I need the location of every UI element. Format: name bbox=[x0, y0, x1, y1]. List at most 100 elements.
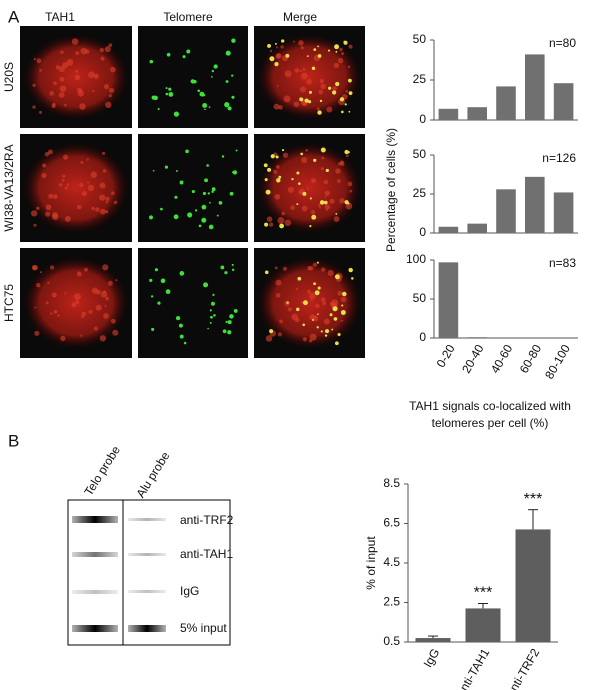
telomere-dot bbox=[297, 276, 302, 281]
red-speckle bbox=[340, 161, 345, 167]
bar bbox=[467, 337, 487, 338]
red-speckle bbox=[291, 313, 298, 321]
telomere-dot bbox=[231, 263, 234, 266]
red-speckle bbox=[51, 292, 57, 298]
lane-label: anti-TAH1 bbox=[180, 547, 233, 561]
panel-label: B bbox=[8, 431, 19, 450]
telomere-dot bbox=[231, 74, 234, 77]
telomere-dot bbox=[279, 223, 285, 229]
y-tick-label: 0 bbox=[419, 330, 426, 344]
red-speckle bbox=[36, 58, 42, 64]
telomere-dot bbox=[328, 86, 332, 90]
telomere-dot bbox=[231, 38, 236, 43]
red-speckle bbox=[36, 282, 41, 288]
telomere-dot bbox=[211, 187, 216, 192]
telomere-dot bbox=[157, 301, 161, 305]
telomere-dot bbox=[334, 274, 340, 280]
red-speckle bbox=[102, 264, 109, 271]
bar bbox=[496, 189, 516, 233]
red-speckle bbox=[312, 262, 317, 267]
telomere-dot bbox=[317, 54, 322, 58]
red-speckle bbox=[104, 46, 111, 53]
red-speckle bbox=[60, 335, 66, 342]
red-speckle bbox=[322, 301, 327, 306]
telomere-dot bbox=[220, 265, 225, 270]
red-speckle bbox=[88, 309, 93, 314]
red-speckle bbox=[324, 195, 327, 198]
telomere-dot bbox=[276, 178, 281, 183]
telomere-dot bbox=[201, 217, 207, 223]
red-speckle bbox=[99, 335, 107, 342]
telomere-dot bbox=[281, 39, 285, 43]
red-speckle bbox=[310, 298, 313, 301]
red-speckle bbox=[39, 271, 42, 274]
red-speckle bbox=[64, 292, 67, 295]
x-tick-label: 20-40 bbox=[459, 342, 487, 376]
red-speckle bbox=[274, 193, 281, 200]
telomere-dot bbox=[320, 330, 323, 333]
red-speckle bbox=[33, 57, 37, 61]
red-speckle bbox=[275, 53, 281, 59]
x-axis-label: telomeres per cell (%) bbox=[432, 416, 549, 430]
telomere-dot bbox=[168, 92, 174, 97]
red-speckle bbox=[102, 169, 107, 173]
red-speckle bbox=[80, 47, 88, 55]
red-speckle bbox=[348, 44, 353, 49]
telomere-dot bbox=[264, 270, 269, 275]
red-speckle bbox=[323, 318, 330, 325]
red-speckle bbox=[62, 174, 66, 178]
probe-label: Telo probe bbox=[81, 443, 123, 498]
telomere-dot bbox=[317, 45, 320, 48]
telomere-dot bbox=[235, 149, 238, 152]
telomere-dot bbox=[317, 286, 321, 290]
red-speckle bbox=[274, 266, 278, 270]
red-speckle bbox=[47, 281, 50, 284]
red-speckle bbox=[112, 329, 119, 336]
telomere-dot bbox=[286, 301, 289, 304]
panel-label: A bbox=[8, 7, 20, 26]
red-speckle bbox=[66, 59, 74, 66]
nucleus bbox=[23, 142, 129, 234]
gel-band bbox=[128, 518, 166, 521]
telomere-dot bbox=[149, 278, 153, 283]
red-speckle bbox=[80, 160, 84, 164]
nucleus bbox=[257, 256, 362, 350]
telomere-dot bbox=[186, 49, 191, 54]
red-speckle bbox=[319, 78, 324, 84]
red-speckle bbox=[295, 287, 298, 290]
red-speckle bbox=[282, 152, 289, 158]
red-speckle bbox=[333, 216, 340, 223]
telomere-dot bbox=[165, 92, 169, 96]
micrographs bbox=[20, 26, 365, 358]
telomere-dot bbox=[179, 271, 185, 276]
telomere-dot bbox=[222, 329, 227, 334]
lane-label: 5% input bbox=[180, 621, 227, 635]
y-axis-label: % of input bbox=[364, 536, 378, 590]
red-speckle bbox=[287, 186, 294, 193]
y-tick-label: 25 bbox=[413, 186, 427, 200]
telomere-dot bbox=[224, 271, 228, 275]
telomere-dot bbox=[267, 167, 272, 172]
red-speckle bbox=[53, 309, 58, 314]
red-speckle bbox=[277, 332, 282, 337]
telomere-dot bbox=[302, 191, 307, 196]
telomere-dot bbox=[278, 175, 282, 179]
bar bbox=[438, 262, 459, 338]
red-speckle bbox=[58, 183, 63, 187]
red-speckle bbox=[52, 102, 56, 106]
telomere-dot bbox=[274, 42, 277, 45]
red-speckle bbox=[279, 319, 283, 324]
red-speckle bbox=[58, 92, 65, 98]
red-speckle bbox=[317, 203, 321, 207]
red-speckle bbox=[318, 206, 321, 209]
lane-label: IgG bbox=[180, 584, 199, 598]
y-tick-label: 0 bbox=[419, 112, 426, 126]
telomere-dot bbox=[166, 52, 171, 57]
x-tick-label: 0-20 bbox=[434, 342, 458, 370]
red-speckle bbox=[90, 171, 97, 178]
telomere-dot bbox=[298, 182, 301, 185]
telomere-dot bbox=[339, 97, 345, 102]
red-speckle bbox=[108, 87, 115, 94]
red-speckle bbox=[80, 334, 83, 337]
telomere-dot bbox=[208, 224, 214, 230]
